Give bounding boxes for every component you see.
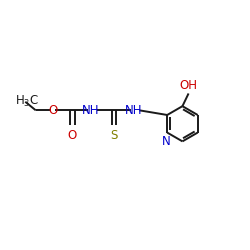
Text: $\mathsf{H_3C}$: $\mathsf{H_3C}$	[15, 94, 39, 109]
Text: NH: NH	[125, 104, 142, 117]
Text: N: N	[162, 134, 170, 147]
Text: OH: OH	[180, 78, 198, 92]
Text: O: O	[68, 129, 77, 142]
Text: O: O	[48, 104, 58, 117]
Text: NH: NH	[82, 104, 100, 117]
Text: S: S	[110, 129, 118, 142]
